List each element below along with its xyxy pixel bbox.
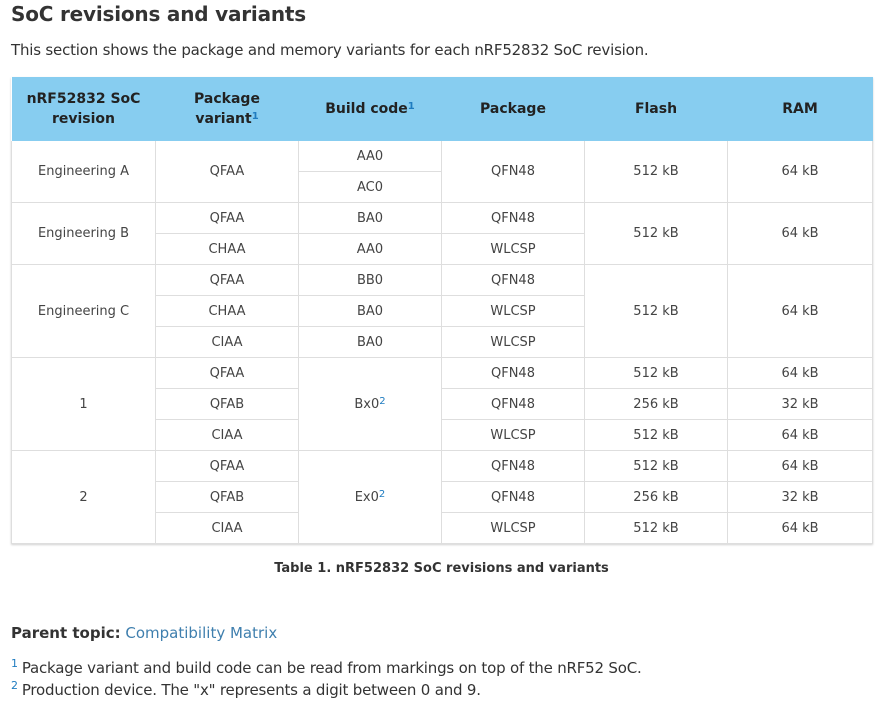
cell-package: QFN48 (441, 264, 585, 296)
table-row: CHAA AA0 WLCSP (12, 233, 873, 265)
cell-flash: 512 kB (584, 141, 728, 203)
cell-build: Ex02 (298, 450, 442, 544)
cell-build: AA0 (298, 141, 442, 172)
cell-flash: 256 kB (584, 388, 728, 420)
header-flash: Flash (584, 77, 728, 141)
header-build-code: Build code1 (298, 77, 442, 141)
parent-topic-link[interactable]: Compatibility Matrix (125, 624, 278, 642)
table-row: 1 QFAA Bx02 QFN48 512 kB 64 kB (11, 357, 873, 451)
header-package-variant: Package variant1 (155, 77, 299, 141)
cell-variant: QFAA (155, 264, 299, 296)
cell-build: BB0 (298, 264, 442, 296)
cell-package: QFN48 (441, 202, 585, 234)
cell-flash: 512 kB (584, 512, 728, 544)
cell-package: QFN48 (441, 388, 585, 420)
footnote-1: 1 Package variant and build code can be r… (11, 657, 642, 677)
cell-build: BA0 (298, 326, 442, 358)
cell-ram: 64 kB (727, 264, 873, 358)
table-row: AC0 (12, 171, 873, 203)
cell-flash: 512 kB (584, 419, 728, 451)
table-caption: Table 1. nRF52832 SoC revisions and vari… (274, 561, 609, 576)
cell-package: QFN48 (441, 141, 585, 203)
table-row: Engineering C QFAA BB0 QFN48 512 kB 64 k… (11, 264, 873, 358)
footnote-ref[interactable]: 1 (251, 111, 259, 122)
footnote-ref[interactable]: 2 (378, 488, 386, 500)
cell-build: AA0 (298, 233, 442, 265)
table-row: CIAA WLCSP 512 kB 64 kB (12, 419, 873, 451)
cell-flash: 512 kB (584, 202, 728, 265)
footnote-text: Package variant and build code can be re… (21, 659, 642, 677)
cell-variant: QFAB (155, 388, 299, 420)
cell-variant: QFAA (155, 357, 299, 389)
cell-package: WLCSP (441, 512, 585, 544)
footnote-ref[interactable]: 2 (379, 395, 386, 407)
cell-package: WLCSP (441, 233, 585, 265)
cell-package: QFN48 (441, 481, 585, 513)
cell-ram: 32 kB (727, 481, 873, 513)
page-title: SoC revisions and variants (11, 2, 306, 26)
parent-topic: Parent topic: Compatibility Matrix (11, 624, 277, 642)
cell-flash: 512 kB (584, 450, 728, 482)
cell-ram: 32 kB (727, 388, 873, 420)
table-row: 2 QFAA Ex02 QFN48 512 kB 64 kB (11, 450, 873, 544)
cell-package: WLCSP (441, 326, 585, 358)
cell-ram: 64 kB (727, 357, 873, 389)
table-row: CHAA BA0 WLCSP (12, 295, 873, 327)
table-row: CIAA WLCSP 512 kB 64 kB (12, 512, 873, 544)
cell-flash: 512 kB (584, 357, 728, 389)
intro-text: This section shows the package and memor… (11, 41, 649, 59)
cell-build: AC0 (298, 171, 442, 203)
cell-package: WLCSP (441, 419, 585, 451)
cell-variant: QFAA (155, 141, 299, 203)
cell-package: QFN48 (441, 357, 585, 389)
cell-revision: 2 (11, 450, 156, 544)
cell-flash: 256 kB (584, 481, 728, 513)
cell-build: BA0 (298, 202, 442, 234)
table-row: QFAB QFN48 256 kB 32 kB (12, 388, 873, 420)
cell-variant: CHAA (155, 295, 299, 327)
cell-revision: Engineering C (11, 264, 156, 358)
cell-variant: QFAA (155, 450, 299, 482)
variants-table: nRF52832 SoC revision Package variant1 B… (11, 77, 873, 544)
cell-variant: CIAA (155, 512, 299, 544)
cell-package: WLCSP (441, 295, 585, 327)
cell-build: BA0 (298, 295, 442, 327)
cell-ram: 64 kB (727, 141, 873, 203)
cell-variant: CHAA (155, 233, 299, 265)
table-row: Engineering A QFAA AA0 QFN48 512 kB 64 k… (11, 141, 873, 203)
cell-revision: Engineering A (11, 141, 156, 203)
header-revision: nRF52832 SoC revision (11, 77, 156, 141)
table-row: QFAB QFN48 256 kB 32 kB (12, 481, 873, 513)
parent-topic-label: Parent topic: (11, 624, 121, 642)
footnote-text: Production device. The "x" represents a … (21, 681, 481, 699)
cell-revision: 1 (11, 357, 156, 451)
header-ram: RAM (727, 77, 873, 141)
footnote-mark: 1 (11, 657, 18, 670)
header-package: Package (441, 77, 585, 141)
cell-ram: 64 kB (727, 512, 873, 544)
cell-variant: QFAA (155, 202, 299, 234)
cell-ram: 64 kB (727, 419, 873, 451)
table-row: CIAA BA0 WLCSP (12, 326, 873, 358)
cell-build: Bx02 (298, 357, 442, 451)
cell-ram: 64 kB (727, 202, 873, 265)
cell-variant: CIAA (155, 419, 299, 451)
cell-variant: CIAA (155, 326, 299, 358)
cell-variant: QFAB (155, 481, 299, 513)
table-header-row: nRF52832 SoC revision Package variant1 B… (11, 77, 873, 141)
cell-revision: Engineering B (11, 202, 156, 265)
cell-package: QFN48 (441, 450, 585, 482)
footnote-2: 2 Production device. The "x" represents a… (11, 679, 481, 699)
cell-ram: 64 kB (727, 450, 873, 482)
cell-flash: 512 kB (584, 264, 728, 358)
footnote-mark: 2 (11, 679, 18, 692)
footnote-ref[interactable]: 1 (407, 101, 415, 112)
table-row: Engineering B QFAA BA0 QFN48 512 kB 64 k… (11, 202, 873, 265)
